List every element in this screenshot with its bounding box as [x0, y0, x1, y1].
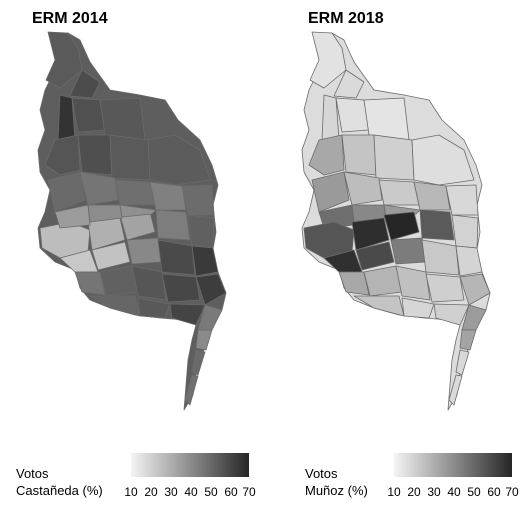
legend-tick: 40 — [447, 485, 461, 499]
legend-title: Votos Castañeda (%) — [16, 465, 103, 499]
legend-colorbar — [394, 453, 512, 477]
map-title: ERM 2014 — [32, 10, 108, 27]
legend-title-line1: Votos — [16, 466, 49, 481]
legend-ticks: 10 20 30 40 50 60 70 — [383, 485, 523, 501]
legend-colorbar — [131, 453, 249, 477]
map-title: ERM 2018 — [308, 10, 384, 27]
choropleth-map-2014 — [37, 31, 227, 411]
legend-tick: 20 — [144, 485, 158, 499]
legend-ticks: 10 20 30 40 50 60 70 — [120, 485, 260, 501]
legend-tick: 10 — [124, 485, 138, 499]
choropleth-map-2018 — [301, 31, 491, 411]
legend-tick: 70 — [505, 485, 519, 499]
legend-tick: 40 — [184, 485, 198, 499]
legend-tick: 20 — [407, 485, 421, 499]
map-panel-2014: ERM 2014 Votos Castañeda (%) 10 20 30 40… — [16, 10, 260, 501]
legend-tick: 30 — [427, 485, 441, 499]
legend-tick: 10 — [387, 485, 401, 499]
legend-tick: 30 — [164, 485, 178, 499]
legend-tick: 70 — [242, 485, 256, 499]
legend-title: Votos Muñoz (%) — [305, 465, 368, 499]
legend-tick: 60 — [487, 485, 501, 499]
legend-title-line2: Castañeda (%) — [16, 483, 103, 498]
legend-tick: 50 — [467, 485, 481, 499]
legend-tick: 50 — [204, 485, 218, 499]
legend-title-line2: Muñoz (%) — [305, 483, 368, 498]
legend-tick: 60 — [224, 485, 238, 499]
legend-title-line1: Votos — [305, 466, 338, 481]
map-panel-2018: ERM 2018 Votos Muñoz (%) 10 20 30 40 50 … — [264, 0, 528, 512]
